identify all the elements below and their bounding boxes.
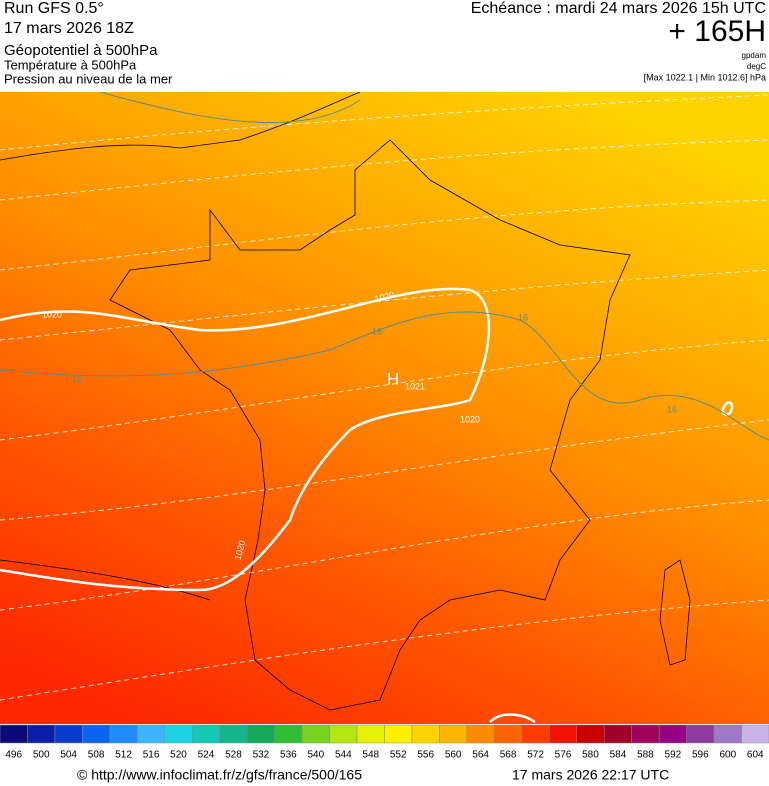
temperature-field (0, 92, 769, 724)
isotherm-label: 16 (518, 312, 528, 322)
scale-cell (27, 724, 56, 744)
isotherm-label: 16 (667, 404, 677, 414)
scale-cell (603, 724, 632, 744)
scale-cell (576, 724, 605, 744)
scale-cell (686, 724, 715, 744)
scale-cell (109, 724, 138, 744)
isotherms (0, 91, 769, 441)
scale-label: 536 (280, 750, 297, 761)
source-url: © http://www.infoclimat.fr/z/gfs/france/… (77, 767, 362, 783)
scale-label: 584 (610, 750, 627, 761)
scale-label: 580 (582, 750, 599, 761)
header-bg (0, 0, 769, 92)
run-label: Run GFS 0.5° (4, 0, 104, 17)
unit: degC (747, 62, 766, 71)
scale-label: 600 (719, 750, 736, 761)
scale-cell (631, 724, 660, 744)
scale-cell (713, 724, 742, 744)
scale-cell (356, 724, 385, 744)
subtitle: Pression au niveau de la mer (4, 71, 173, 86)
scale-label: 520 (170, 750, 187, 761)
scale-label: 592 (665, 750, 682, 761)
scale-cell (82, 724, 111, 744)
scale-cell (384, 724, 413, 744)
scale-cell (192, 724, 220, 744)
scale-cell (466, 724, 495, 744)
scale-cell (411, 724, 440, 744)
timestamp: 17 mars 2026 22:17 UTC (512, 767, 669, 783)
scale-label: 504 (60, 750, 77, 761)
isobar-label: 1020 (42, 309, 62, 319)
scale-cell (439, 724, 468, 744)
subtitle: Température à 500hPa (4, 57, 137, 72)
scale-label: 528 (225, 750, 242, 761)
scale-label: 532 (253, 750, 270, 761)
scale-cell (137, 724, 166, 744)
pressure-range: [Max 1022.1 | Min 1012.6] hPa (644, 72, 766, 82)
scale-cell (0, 724, 28, 744)
scale-label: 576 (555, 750, 572, 761)
geopotential-contours (0, 94, 769, 701)
scale-cell (246, 724, 275, 744)
scale-label: 572 (527, 750, 544, 761)
scale-label: 568 (500, 750, 517, 761)
scale-cell (494, 724, 523, 744)
scale-cell (549, 724, 577, 744)
scale-cell (219, 724, 248, 744)
scale-cell (329, 724, 358, 744)
scale-label: 508 (88, 750, 105, 761)
scale-label: 544 (335, 750, 352, 761)
color-scale: 496 500 504 508 512 516 520 524 528 532 536 540 544 5… (0, 724, 769, 761)
scale-label: 548 (362, 750, 379, 761)
isotherm-label: 16 (372, 326, 382, 336)
isobars (0, 287, 734, 724)
scale-label: 564 (472, 750, 489, 761)
coastlines (0, 91, 691, 711)
high-pressure-marker: H (387, 369, 399, 388)
high-pressure-value: 1021 (405, 381, 425, 391)
valid-time: Echéance : mardi 24 mars 2026 15h UTC (471, 0, 766, 17)
scale-label: 588 (637, 750, 654, 761)
scale-label: 556 (417, 750, 434, 761)
run-date: 17 mars 2026 18Z (4, 20, 134, 37)
scale-cell (658, 724, 687, 744)
scale-cell (164, 724, 193, 744)
scale-cell (301, 724, 330, 744)
title: Géopotentiel à 500hPa (4, 42, 158, 59)
isobar-label: 1020 (460, 414, 480, 424)
scale-cell (741, 724, 769, 744)
scale-label: 516 (143, 750, 160, 761)
isotherm-label: 16 (72, 374, 82, 384)
scale-label: 552 (390, 750, 407, 761)
scale-label: 496 (5, 750, 22, 761)
lead-time: + 165H (668, 15, 766, 48)
scale-label: 596 (692, 750, 709, 761)
scale-label: 512 (115, 750, 132, 761)
unit: gpdam (742, 51, 767, 60)
scale-label: 560 (445, 750, 462, 761)
scale-cell (521, 724, 550, 744)
scale-label: 524 (198, 750, 215, 761)
scale-cell (54, 724, 83, 744)
scale-cell (274, 724, 303, 744)
scale-label: 540 (307, 750, 324, 761)
scale-label: 604 (747, 750, 764, 761)
scale-label: 500 (33, 750, 50, 761)
